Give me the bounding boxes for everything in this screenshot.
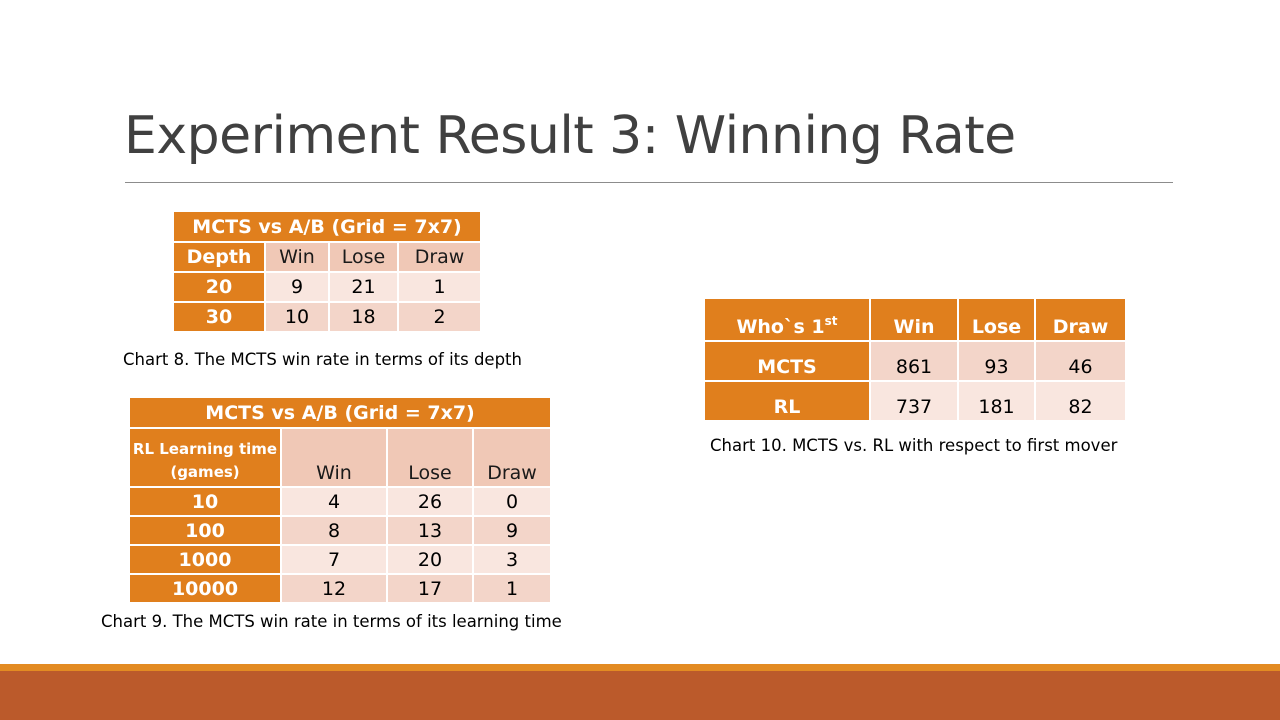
chart10-caption: Chart 10. MCTS vs. RL with respect to fi… — [710, 436, 1118, 455]
table-cell: 21 — [328, 271, 399, 303]
table-cell: 10 — [264, 301, 330, 333]
table-cell: 17 — [386, 573, 474, 604]
chart9-table-title: MCTS vs A/B (Grid = 7x7) — [127, 396, 553, 429]
chart8-header-depth: Depth — [172, 241, 266, 273]
table-cell: 82 — [1034, 380, 1127, 422]
table-row: 20 9 21 1 — [172, 271, 483, 303]
footer-band — [0, 671, 1280, 720]
table-cell: 861 — [869, 340, 959, 382]
table-cell: 2 — [396, 301, 483, 333]
row-label: 100 — [128, 515, 282, 546]
table-cell: 18 — [328, 301, 399, 333]
table-cell: 3 — [471, 544, 553, 575]
table-row: 30 10 18 2 — [172, 301, 483, 333]
table-cell: 0 — [471, 486, 553, 517]
table-cell: 93 — [957, 340, 1036, 382]
chart9-header-draw: Draw — [471, 427, 553, 488]
chart9-caption: Chart 9. The MCTS win rate in terms of i… — [101, 612, 562, 631]
chart8-header-win: Win — [264, 241, 330, 273]
table-cell: 8 — [280, 515, 388, 546]
row-label: 1000 — [128, 544, 282, 575]
row-label: 10000 — [128, 573, 282, 604]
chart9-header-win: Win — [280, 427, 388, 488]
table-cell: 26 — [386, 486, 474, 517]
chart8-header-lose: Lose — [328, 241, 399, 273]
chart10-header-first-mover-sup: st — [824, 314, 838, 328]
title-divider — [125, 182, 1173, 183]
row-label: 10 — [128, 486, 282, 517]
chart10-header-win: Win — [869, 297, 959, 342]
table-row: 10000 12 17 1 — [128, 573, 553, 604]
chart9-header-learning-time: RL Learning time (games) — [128, 427, 282, 488]
table-cell: 737 — [869, 380, 959, 422]
chart10-header-lose: Lose — [957, 297, 1036, 342]
table-row: 10 4 26 0 — [128, 486, 553, 517]
table-cell: 4 — [280, 486, 388, 517]
table-cell: 12 — [280, 573, 388, 604]
chart8-table-title: MCTS vs A/B (Grid = 7x7) — [171, 210, 483, 243]
table-cell: 46 — [1034, 340, 1127, 382]
row-label: MCTS — [703, 340, 871, 382]
footer-accent-stripe — [0, 664, 1280, 671]
row-label: 30 — [172, 301, 266, 333]
chart10-header-first-mover: Who`s 1st — [703, 297, 871, 342]
table-cell: 9 — [471, 515, 553, 546]
row-label: RL — [703, 380, 871, 422]
table-cell: 13 — [386, 515, 474, 546]
table-row: MCTS 861 93 46 — [703, 340, 1127, 382]
table-cell: 181 — [957, 380, 1036, 422]
slide-title: Experiment Result 3: Winning Rate — [124, 106, 1016, 166]
chart9-table: MCTS vs A/B (Grid = 7x7) RL Learning tim… — [127, 396, 553, 604]
chart10-table: Who`s 1st Win Lose Draw MCTS 861 93 46 R… — [703, 297, 1127, 422]
chart10-header-draw: Draw — [1034, 297, 1127, 342]
table-row: 100 8 13 9 — [128, 515, 553, 546]
row-label: 20 — [172, 271, 266, 303]
table-row: RL 737 181 82 — [703, 380, 1127, 422]
chart8-header-draw: Draw — [396, 241, 483, 273]
chart8-caption: Chart 8. The MCTS win rate in terms of i… — [123, 350, 522, 369]
table-cell: 1 — [396, 271, 483, 303]
chart9-header-lose: Lose — [386, 427, 474, 488]
table-cell: 1 — [471, 573, 553, 604]
table-row: 1000 7 20 3 — [128, 544, 553, 575]
chart10-header-first-mover-text: Who`s 1 — [736, 316, 825, 338]
chart8-table: MCTS vs A/B (Grid = 7x7) Depth Win Lose … — [171, 210, 483, 333]
chart9-header-learning-time-line2: (games) — [170, 463, 240, 481]
table-cell: 20 — [386, 544, 474, 575]
table-cell: 9 — [264, 271, 330, 303]
table-cell: 7 — [280, 544, 388, 575]
chart9-header-learning-time-line1: RL Learning time — [132, 440, 278, 458]
